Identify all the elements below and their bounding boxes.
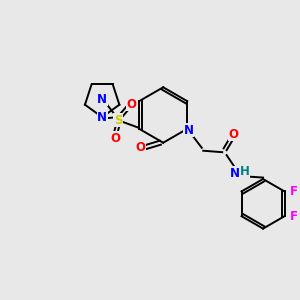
- Text: N: N: [230, 167, 240, 180]
- Text: S: S: [114, 114, 122, 127]
- Text: O: O: [110, 132, 120, 145]
- Text: O: O: [126, 98, 136, 111]
- Text: O: O: [229, 128, 239, 141]
- Text: F: F: [290, 210, 298, 223]
- Text: H: H: [240, 165, 250, 178]
- Text: F: F: [290, 185, 298, 198]
- Text: N: N: [97, 93, 107, 106]
- Text: N: N: [184, 124, 194, 137]
- Text: O: O: [136, 141, 146, 154]
- Text: N: N: [97, 111, 107, 124]
